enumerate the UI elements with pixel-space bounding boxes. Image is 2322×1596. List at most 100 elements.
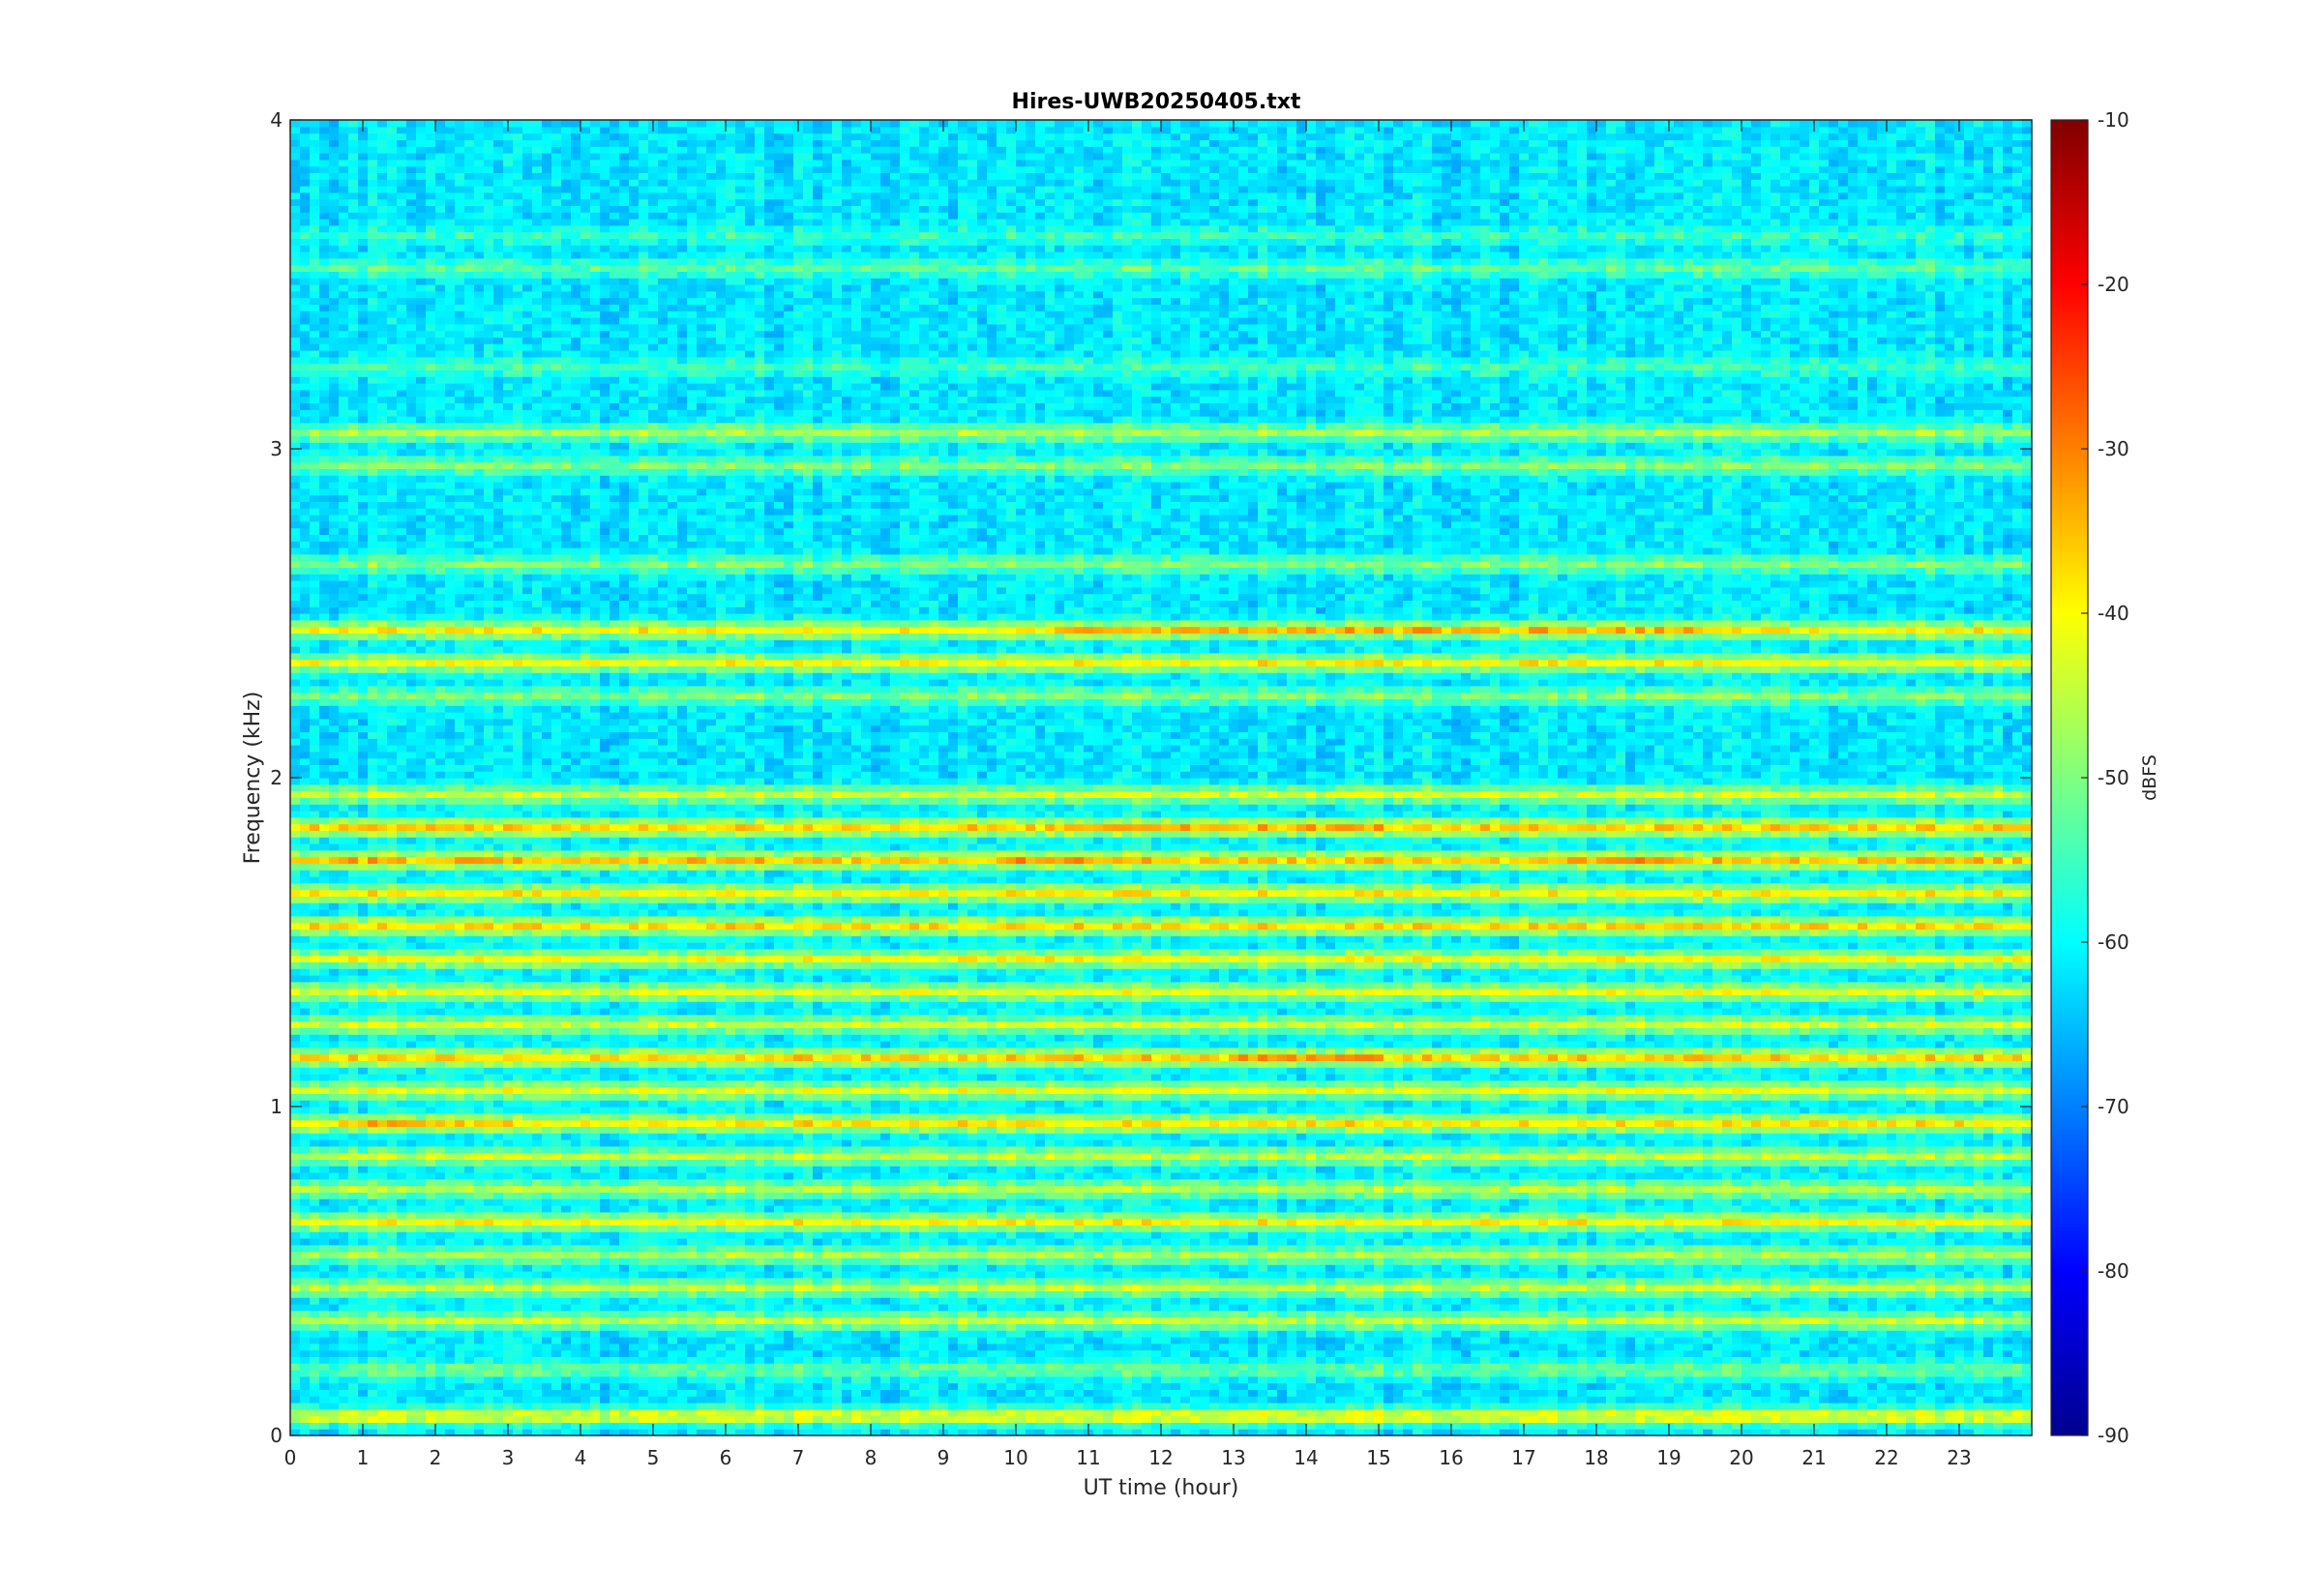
heatmap-cell (513, 153, 523, 161)
heatmap-cell (435, 981, 446, 990)
heatmap-cell (339, 698, 349, 706)
heatmap-cell (435, 1067, 446, 1075)
heatmap-cell (406, 389, 417, 398)
heatmap-cell (464, 902, 475, 910)
heatmap-cell (484, 435, 494, 443)
heatmap-cell (339, 876, 349, 884)
heatmap-cell (474, 356, 485, 365)
heatmap-cell (464, 929, 475, 936)
heatmap-cell (290, 560, 301, 568)
heatmap-cell (290, 652, 301, 661)
heatmap-cell (290, 330, 301, 338)
heatmap-cell (445, 731, 456, 739)
heatmap-cell (445, 1429, 456, 1436)
heatmap-cell (310, 1422, 320, 1430)
heatmap-cell (290, 586, 301, 595)
heatmap-cell (426, 501, 436, 509)
heatmap-cell (310, 133, 320, 140)
heatmap-cell (368, 988, 378, 995)
heatmap-cell (329, 482, 340, 489)
heatmap-cell (358, 745, 369, 753)
heatmap-cell (474, 626, 485, 634)
heatmap-cell (416, 251, 427, 259)
heatmap-cell (358, 1166, 369, 1173)
heatmap-cell (397, 975, 407, 983)
heatmap-cell (522, 409, 533, 417)
heatmap-cell (522, 1119, 533, 1127)
heatmap-cell (397, 1034, 407, 1042)
heatmap-cell (290, 205, 301, 213)
heatmap-cell (310, 1074, 320, 1081)
heatmap-cell (300, 297, 311, 305)
heatmap-cell (513, 1330, 523, 1338)
heatmap-cell (387, 619, 398, 628)
heatmap-cell (387, 1356, 398, 1364)
heatmap-cell (522, 1034, 533, 1042)
heatmap-cell (503, 843, 514, 851)
heatmap-cell (387, 659, 398, 666)
heatmap-cell (368, 317, 378, 325)
heatmap-cell (397, 692, 407, 699)
heatmap-cell (522, 804, 533, 812)
heatmap-cell (426, 527, 436, 535)
heatmap-cell (329, 527, 340, 535)
heatmap-cell (406, 1422, 417, 1430)
heatmap-cell (329, 1271, 340, 1279)
heatmap-cell (416, 494, 427, 502)
heatmap-cell (416, 843, 427, 851)
heatmap-cell (455, 882, 465, 891)
heatmap-cell (300, 797, 311, 805)
heatmap-cell (290, 1304, 301, 1312)
heatmap-cell (513, 330, 523, 338)
heatmap-cell (445, 1020, 456, 1028)
heatmap-cell (339, 804, 349, 812)
heatmap-cell (387, 488, 398, 496)
heatmap-cell (455, 1415, 465, 1423)
heatmap-cell (416, 981, 427, 990)
heatmap-cell (348, 1403, 359, 1410)
heatmap-cell (484, 389, 494, 398)
heatmap-cell (300, 1375, 311, 1384)
heatmap-cell (358, 429, 369, 436)
heatmap-cell (426, 455, 436, 463)
heatmap-cell (503, 876, 514, 884)
heatmap-cell (300, 389, 311, 398)
heatmap-cell (339, 527, 349, 535)
heatmap-cell (300, 1323, 311, 1331)
heatmap-cell (387, 961, 398, 969)
heatmap-cell (445, 1403, 456, 1410)
heatmap-cell (503, 1020, 514, 1028)
heatmap-cell (484, 994, 494, 1002)
heatmap-cell (348, 876, 359, 884)
heatmap-cell (319, 593, 330, 601)
heatmap-cell (464, 988, 475, 995)
heatmap-cell (339, 889, 349, 897)
heatmap-cell (358, 139, 369, 147)
heatmap-cell (377, 153, 388, 161)
heatmap-cell (503, 1159, 514, 1167)
heatmap-cell (474, 929, 485, 936)
heatmap-cell (319, 870, 330, 877)
heatmap-cell (339, 468, 349, 476)
heatmap-cell (455, 764, 465, 772)
heatmap-cell (484, 823, 494, 831)
heatmap-cell (387, 896, 398, 903)
heatmap-cell (513, 1079, 523, 1088)
heatmap-cell (416, 317, 427, 325)
heatmap-cell (416, 1363, 427, 1371)
heatmap-cell (310, 771, 320, 779)
heatmap-cell (339, 665, 349, 673)
heatmap-cell (358, 212, 369, 220)
heatmap-cell (329, 764, 340, 772)
heatmap-cell (503, 337, 514, 344)
heatmap-cell (300, 376, 311, 384)
heatmap-cell (474, 606, 485, 614)
heatmap-cell (435, 797, 446, 805)
heatmap-cell (406, 515, 417, 522)
heatmap-cell (503, 461, 514, 469)
heatmap-cell (387, 816, 398, 825)
heatmap-cell (503, 580, 514, 588)
heatmap-cell (368, 383, 378, 391)
heatmap-cell (319, 323, 330, 332)
heatmap-cell (406, 1316, 417, 1324)
